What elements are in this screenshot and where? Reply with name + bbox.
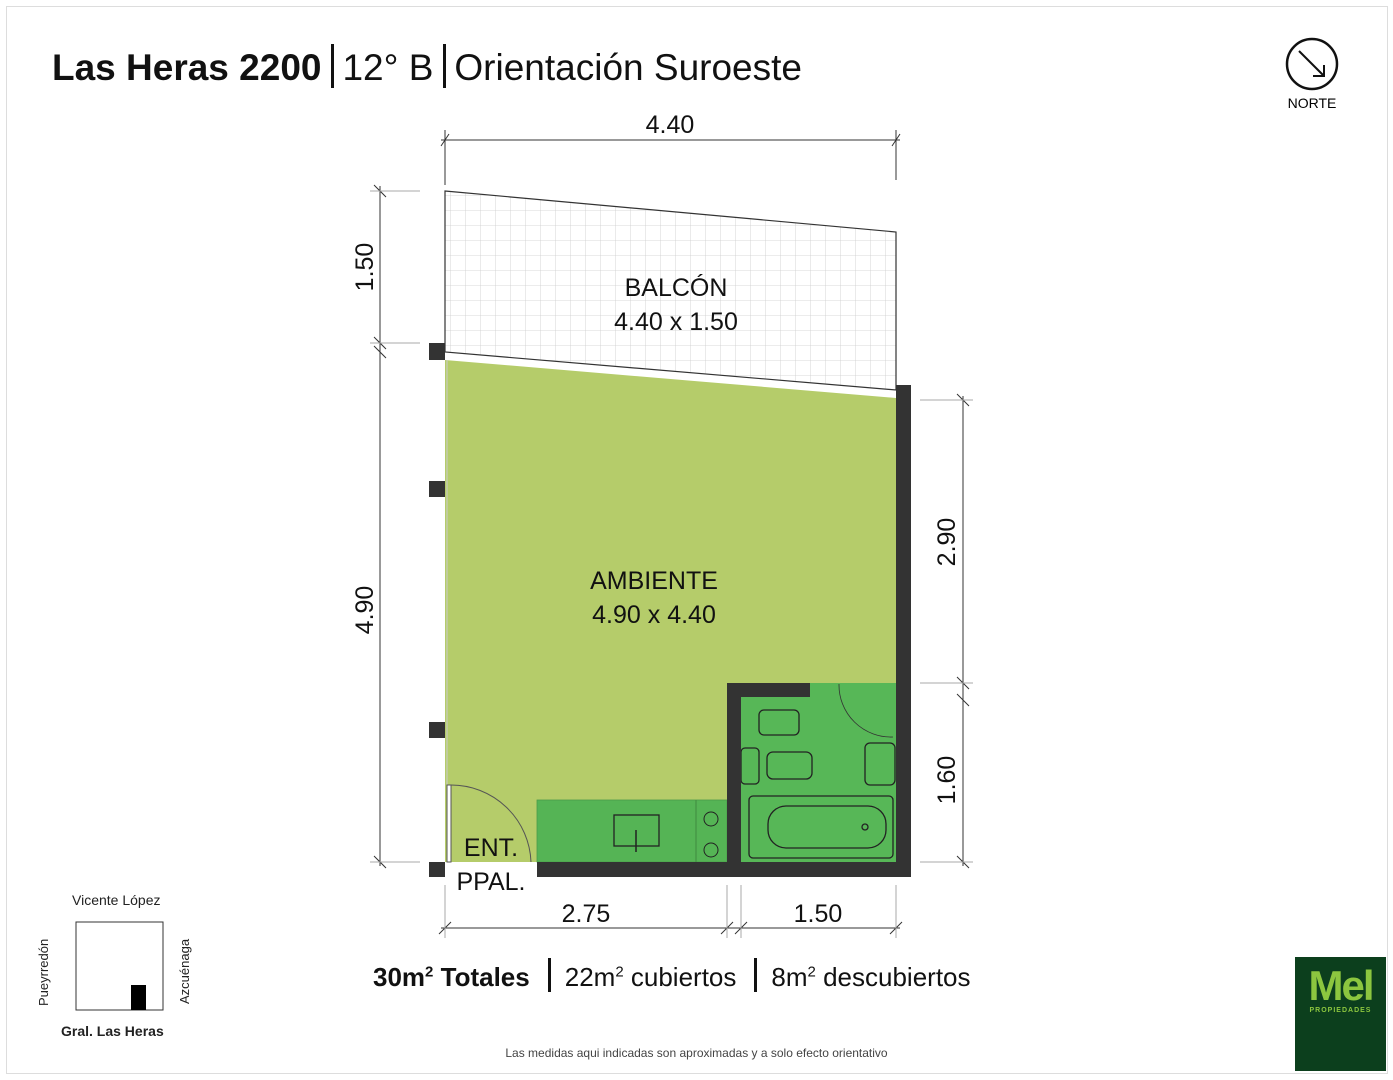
logo-name: Mel xyxy=(1308,962,1374,1009)
uncovered-area: 8m xyxy=(771,962,808,992)
entry-door[interactable] xyxy=(446,784,532,863)
stove-icon xyxy=(703,811,719,858)
page-frame xyxy=(6,6,1388,1074)
balcony-label: BALCÓN xyxy=(625,273,728,302)
total-area: 30m xyxy=(373,962,426,992)
dim-top: 4.40 xyxy=(646,111,695,139)
logo-subtitle: PROPIEDADES xyxy=(1309,1007,1372,1014)
north-label: NORTE xyxy=(1287,95,1337,111)
entrance-label-2: PPAL. xyxy=(456,868,525,896)
entrance-label-1: ENT. xyxy=(464,834,518,862)
exp: 2 xyxy=(807,963,816,981)
street-west: Pueyrredón xyxy=(36,939,51,1006)
unit: 12° B xyxy=(342,47,434,88)
location-map xyxy=(75,921,164,1011)
north-arrow-icon xyxy=(1285,37,1339,91)
street-south: Gral. Las Heras xyxy=(61,1023,164,1039)
exp: 2 xyxy=(425,963,434,981)
disclaimer: Las medidas aqui indicadas son aproximad… xyxy=(505,1046,888,1060)
address: Las Heras 2200 xyxy=(52,47,322,88)
uncovered-label: descubiertos xyxy=(823,962,971,992)
kitchen-counter xyxy=(536,799,728,863)
dim-bottom-left: 2.75 xyxy=(562,900,611,928)
dim-right-upper: 2.90 xyxy=(933,518,961,567)
area-summary: 30m2 Totales 22m2 cubiertos 8m2 descubiert… xyxy=(373,958,971,993)
exp: 2 xyxy=(615,963,624,981)
living-label: AMBIENTE xyxy=(590,567,718,595)
company-logo: Mel PROPIEDADES xyxy=(1295,957,1386,1071)
street-east: Azcuénaga xyxy=(177,938,192,1004)
total-label: Totales xyxy=(440,962,530,992)
page-title: Las Heras 2200 12° B Orientación Suroeste xyxy=(52,44,802,89)
dimension-lines xyxy=(370,130,973,938)
street-north: Vicente López xyxy=(72,892,161,908)
dim-left-lower: 4.90 xyxy=(351,586,379,635)
dim-left-upper: 1.50 xyxy=(351,243,379,292)
living-size: 4.90 x 4.40 xyxy=(592,601,716,629)
bathroom-fixtures xyxy=(740,683,896,859)
covered-label: cubiertos xyxy=(630,962,737,992)
dim-right-lower: 1.60 xyxy=(933,756,961,805)
covered-area: 22m xyxy=(564,962,616,992)
walls xyxy=(429,343,911,877)
orientation: Orientación Suroeste xyxy=(454,47,802,88)
dim-bottom-right: 1.50 xyxy=(794,900,843,928)
balcony-size: 4.40 x 1.50 xyxy=(614,308,738,336)
